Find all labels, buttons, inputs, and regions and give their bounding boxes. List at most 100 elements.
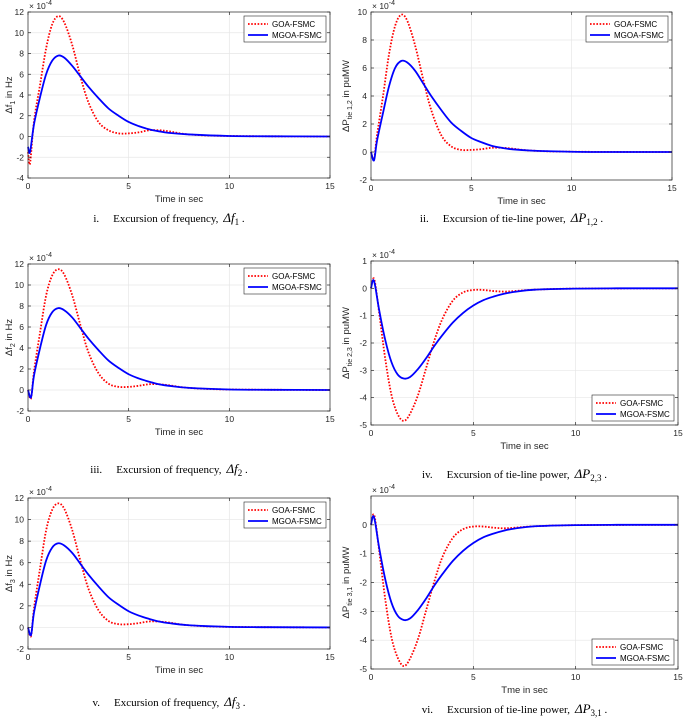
legend-label: GOA-FSMC xyxy=(272,506,315,515)
series-line-goa-fsmc xyxy=(27,15,331,166)
y-tick-label: -2 xyxy=(16,152,24,162)
x-tick-label: 10 xyxy=(571,428,581,438)
y-tick-label: 6 xyxy=(19,69,24,79)
y-tick-label: -4 xyxy=(359,393,367,403)
x-tick-label: 0 xyxy=(369,672,374,682)
x-tick-label: 10 xyxy=(225,414,235,424)
caption-text: Excursion of frequency, xyxy=(113,213,219,225)
caption-period: . xyxy=(598,213,604,225)
y-tick-label: 0 xyxy=(362,283,367,293)
y-label-subscript: tie 1,2 xyxy=(347,100,354,119)
x-axis-label: Time in sec xyxy=(497,196,545,207)
y-label-subscript: 2 xyxy=(10,343,17,347)
y-tick-label: -2 xyxy=(359,578,367,588)
y-tick-label: 0 xyxy=(19,385,24,395)
y-axis-label: ΔPtie 2,3 in puMW xyxy=(341,307,354,379)
y-tick-label: 0 xyxy=(19,132,24,142)
y-label-unit: in puMW xyxy=(341,547,352,587)
y-tick-label: 4 xyxy=(19,90,24,100)
legend: GOA-FSMC MGOA-FSMC xyxy=(243,15,327,43)
legend-label: MGOA-FSMC xyxy=(272,283,322,292)
y-axis-label: ΔPtie 3,1 in puMW xyxy=(341,547,354,619)
axis-exponent: × 10-4 xyxy=(372,484,395,495)
x-tick-label: 5 xyxy=(469,183,474,193)
caption-math: ΔP xyxy=(574,466,591,481)
legend-label: MGOA-FSMC xyxy=(614,31,664,40)
y-tick-label: 12 xyxy=(15,259,25,269)
y-label-unit: in puMW xyxy=(341,60,352,100)
caption-subscript: 3 xyxy=(236,701,241,711)
y-tick-label: 4 xyxy=(19,579,24,589)
y-tick-label: -1 xyxy=(359,549,367,559)
caption-prefix: ii. xyxy=(420,213,429,225)
y-label-main: ΔP xyxy=(341,366,352,379)
exponent-base: × 10 xyxy=(372,250,389,260)
x-tick-label: 10 xyxy=(225,652,235,662)
figure-caption: ii. Excursion of tie-line power, ΔP1,2 . xyxy=(420,210,603,227)
y-tick-label: -1 xyxy=(359,311,367,321)
y-label-subscript: 3 xyxy=(10,579,17,583)
y-axis-label: ΔPtie 1,2 in puMW xyxy=(341,60,354,132)
exponent-base: × 10 xyxy=(372,1,389,11)
series-line-mgoa-fsmc xyxy=(370,515,679,622)
legend: GOA-FSMC MGOA-FSMC xyxy=(591,638,675,666)
y-tick-label: 10 xyxy=(15,28,25,38)
x-tick-label: 15 xyxy=(667,183,677,193)
y-tick-label: 2 xyxy=(19,601,24,611)
caption-subscript: 1,2 xyxy=(586,217,597,227)
exponent-base: × 10 xyxy=(372,485,389,495)
caption-math: ΔP xyxy=(574,701,591,716)
legend: GOA-FSMC MGOA-FSMC xyxy=(243,501,327,529)
x-tick-label: 10 xyxy=(225,181,235,191)
x-tick-label: 10 xyxy=(567,183,577,193)
caption-text: Excursion of tie-line power, xyxy=(447,704,570,716)
y-tick-label: -2 xyxy=(16,644,24,654)
caption-math: Δf xyxy=(225,461,240,476)
series-line-mgoa-fsmc xyxy=(27,54,331,154)
y-tick-label: 6 xyxy=(362,63,367,73)
y-label-main: ΔP xyxy=(341,606,352,619)
x-tick-label: 0 xyxy=(26,414,31,424)
caption-prefix: v. xyxy=(92,697,100,709)
x-tick-label: 0 xyxy=(369,428,374,438)
y-tick-label: 10 xyxy=(358,7,368,17)
series-line-mgoa-fsmc xyxy=(370,59,673,162)
x-axis-label: Time in sec xyxy=(155,194,203,205)
x-tick-label: 0 xyxy=(369,183,374,193)
figure-caption: vi. Excursion of tie-line power, ΔP3,1 . xyxy=(422,701,608,718)
caption-period: . xyxy=(602,704,608,716)
y-tick-label: 4 xyxy=(362,91,367,101)
series-line-goa-fsmc xyxy=(370,277,679,422)
y-tick-label: 10 xyxy=(15,515,25,525)
y-tick-label: -3 xyxy=(359,365,367,375)
caption-math: Δf xyxy=(222,210,237,225)
y-tick-label: 10 xyxy=(15,280,25,290)
caption-math: ΔP xyxy=(570,210,587,225)
legend-label: MGOA-FSMC xyxy=(272,31,322,40)
x-tick-label: 0 xyxy=(26,652,31,662)
y-axis-label: Δf3 in Hz xyxy=(4,555,17,592)
legend-label: GOA-FSMC xyxy=(272,20,315,29)
x-tick-label: 15 xyxy=(325,414,335,424)
x-axis-label: Tme in sec xyxy=(501,685,548,696)
y-tick-label: 8 xyxy=(19,301,24,311)
y-label-unit: in Hz xyxy=(4,76,15,101)
legend-label: MGOA-FSMC xyxy=(620,410,670,419)
caption-period: . xyxy=(240,697,246,709)
exponent-power: -4 xyxy=(46,486,52,493)
caption-text: Excursion of tie-line power, xyxy=(443,213,566,225)
y-tick-label: 2 xyxy=(362,119,367,129)
exponent-base: × 10 xyxy=(29,487,46,497)
y-tick-label: -2 xyxy=(359,175,367,185)
y-tick-label: 8 xyxy=(19,49,24,59)
legend-label: MGOA-FSMC xyxy=(272,517,322,526)
legend: GOA-FSMC MGOA-FSMC xyxy=(585,15,669,43)
series-line-goa-fsmc xyxy=(370,513,679,668)
caption-period: . xyxy=(601,469,607,481)
x-tick-label: 0 xyxy=(26,181,31,191)
x-axis-label: Time in sec xyxy=(155,665,203,676)
series-line-mgoa-fsmc xyxy=(370,279,679,380)
